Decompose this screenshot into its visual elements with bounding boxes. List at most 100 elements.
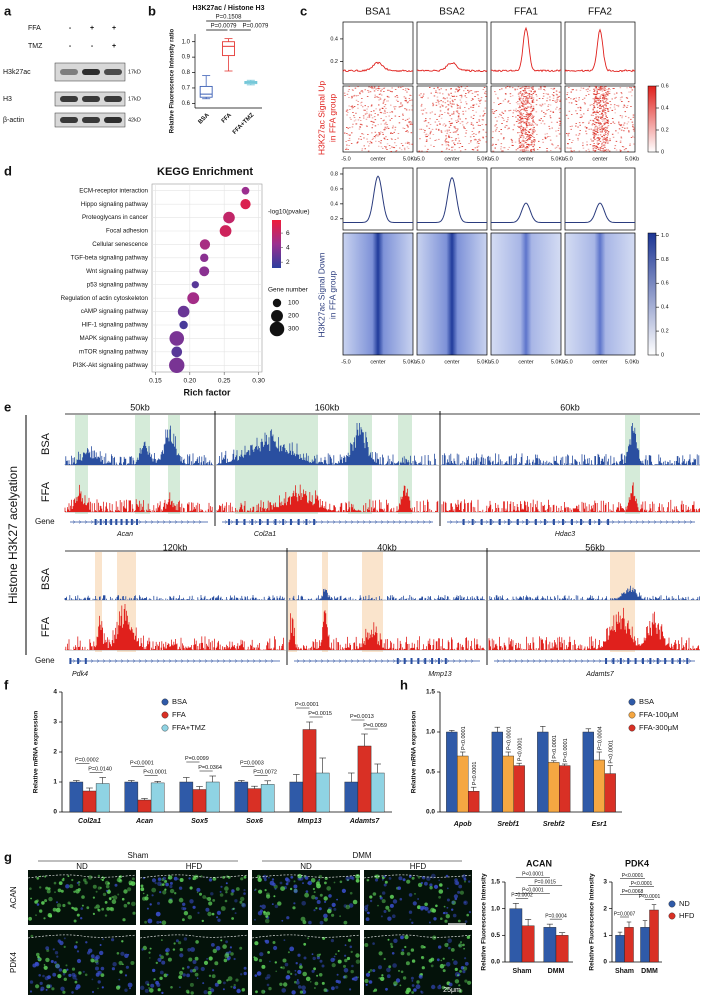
heatmap-cell bbox=[606, 135, 609, 136]
cell bbox=[397, 886, 402, 890]
cell bbox=[285, 877, 289, 882]
heatmap-cell bbox=[478, 105, 480, 107]
heatmap-cell bbox=[507, 119, 509, 121]
heatmap-cell bbox=[529, 123, 531, 125]
heatmap-cell bbox=[450, 105, 452, 107]
heatmap-cell bbox=[526, 134, 528, 135]
heatmap-cell bbox=[427, 122, 430, 124]
colorbar-label: 0.6 bbox=[661, 83, 669, 89]
heatmap-cell bbox=[384, 128, 386, 130]
heatmap-cell bbox=[602, 100, 604, 102]
heatmap-cell bbox=[550, 150, 552, 151]
heatmap-cell bbox=[596, 131, 598, 133]
p-value: P<0.0001 bbox=[143, 769, 167, 775]
heatmap-cell bbox=[585, 127, 588, 129]
heatmap-cell bbox=[603, 109, 605, 111]
heatmap-cell bbox=[448, 134, 450, 136]
heatmap-cell bbox=[448, 145, 450, 147]
heatmap-cell bbox=[382, 133, 384, 135]
cell bbox=[45, 988, 48, 991]
category-label: MAPK signaling pathway bbox=[80, 335, 149, 342]
cell bbox=[274, 961, 277, 964]
heatmap-cell bbox=[605, 94, 607, 96]
p-value: P<0.0001 bbox=[552, 735, 558, 759]
cell bbox=[384, 880, 388, 884]
heatmap-cell bbox=[409, 99, 411, 101]
heatmap-cell bbox=[532, 121, 534, 123]
gene-strand bbox=[496, 659, 500, 663]
heatmap-cell bbox=[409, 94, 411, 96]
heatmap-cell bbox=[595, 115, 598, 117]
gene-strand bbox=[264, 659, 268, 663]
cell bbox=[274, 904, 279, 909]
heatmap-cell bbox=[596, 120, 599, 121]
heatmap-cell bbox=[595, 122, 597, 123]
profile-frame bbox=[342, 21, 414, 85]
cell bbox=[177, 878, 180, 881]
cell bbox=[183, 937, 188, 941]
heatmap-cell bbox=[437, 87, 439, 89]
gene-strand bbox=[180, 659, 184, 663]
y-tick-label: 3 bbox=[603, 879, 607, 886]
heatmap-cell bbox=[589, 90, 591, 92]
heatmap-cell bbox=[400, 143, 403, 144]
heatmap-cell bbox=[475, 139, 477, 141]
heatmap-cell bbox=[402, 118, 404, 120]
cell bbox=[56, 901, 58, 904]
heatmap-cell bbox=[598, 129, 601, 131]
cell bbox=[192, 968, 196, 973]
cell bbox=[83, 878, 87, 882]
heatmap-cell bbox=[607, 132, 610, 133]
heatmap-cell bbox=[366, 113, 368, 114]
heatmap-cell bbox=[614, 97, 616, 99]
cell bbox=[262, 874, 267, 880]
cell bbox=[230, 985, 233, 988]
heatmap-cell bbox=[533, 148, 535, 150]
cell bbox=[91, 959, 95, 963]
heatmap-cell bbox=[384, 112, 386, 114]
cell bbox=[148, 951, 151, 954]
heatmap-cell bbox=[522, 98, 524, 100]
cell bbox=[297, 985, 302, 989]
heatmap-cell bbox=[599, 87, 601, 89]
cell bbox=[305, 976, 311, 982]
heatmap-cell bbox=[605, 150, 608, 152]
cell bbox=[72, 975, 77, 980]
heatmap-cell bbox=[599, 89, 601, 91]
heatmap-cell bbox=[478, 99, 480, 101]
heatmap-cell bbox=[409, 123, 412, 125]
heatmap-cell bbox=[465, 123, 468, 125]
cell bbox=[297, 873, 303, 879]
heatmap-cell bbox=[597, 118, 599, 120]
heatmap-cell bbox=[586, 144, 588, 146]
cell bbox=[161, 960, 166, 965]
heatmap-cell bbox=[498, 131, 500, 132]
cell bbox=[328, 894, 332, 898]
band-label: H3k27ac bbox=[3, 69, 31, 76]
legend-label: FFA-300μM bbox=[639, 723, 678, 732]
heatmap-cell bbox=[378, 134, 380, 136]
gene-strand bbox=[120, 659, 124, 663]
heatmap-cell bbox=[478, 120, 481, 122]
heatmap-cell bbox=[552, 97, 555, 99]
cell bbox=[43, 917, 46, 920]
heatmap-cell bbox=[599, 104, 602, 105]
cell bbox=[319, 953, 322, 956]
profile-frame bbox=[416, 21, 488, 85]
exon bbox=[641, 658, 644, 664]
heatmap-cell bbox=[394, 139, 397, 140]
heatmap-cell bbox=[573, 150, 575, 152]
heatmap-cell bbox=[402, 115, 404, 116]
heatmap-cell bbox=[410, 95, 412, 96]
heatmap-cell bbox=[530, 150, 532, 152]
heatmap-cell bbox=[447, 100, 449, 102]
heatmap-cell bbox=[454, 91, 457, 93]
cell bbox=[253, 957, 258, 962]
heatmap-cell bbox=[382, 120, 384, 122]
heatmap-cell bbox=[530, 106, 532, 108]
bubble bbox=[177, 305, 190, 318]
bar bbox=[302, 729, 317, 813]
heatmap-cell bbox=[621, 117, 623, 119]
heatmap-cell bbox=[601, 120, 604, 122]
heatmap-cell bbox=[394, 108, 396, 110]
